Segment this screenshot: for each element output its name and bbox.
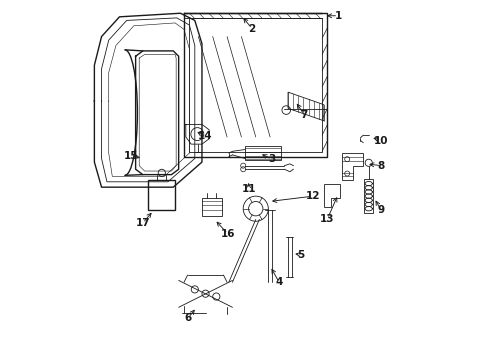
Text: 14: 14 xyxy=(197,131,212,141)
Text: 7: 7 xyxy=(300,110,308,120)
Text: 2: 2 xyxy=(248,24,256,34)
Text: 16: 16 xyxy=(220,229,235,239)
Circle shape xyxy=(213,293,220,300)
Circle shape xyxy=(202,290,209,297)
Text: 9: 9 xyxy=(378,206,385,216)
Bar xyxy=(365,179,373,213)
Text: 8: 8 xyxy=(378,161,385,171)
Text: 6: 6 xyxy=(185,313,192,323)
Text: 17: 17 xyxy=(135,218,150,228)
Bar xyxy=(148,180,175,211)
Text: 1: 1 xyxy=(335,11,342,21)
Text: 15: 15 xyxy=(123,150,138,161)
Text: 10: 10 xyxy=(374,136,389,145)
Circle shape xyxy=(191,286,198,293)
Text: 11: 11 xyxy=(242,184,256,194)
Text: 4: 4 xyxy=(275,277,283,287)
Text: 13: 13 xyxy=(320,214,335,224)
Text: 3: 3 xyxy=(268,154,275,164)
Text: 5: 5 xyxy=(297,249,304,260)
Text: 12: 12 xyxy=(306,191,320,201)
